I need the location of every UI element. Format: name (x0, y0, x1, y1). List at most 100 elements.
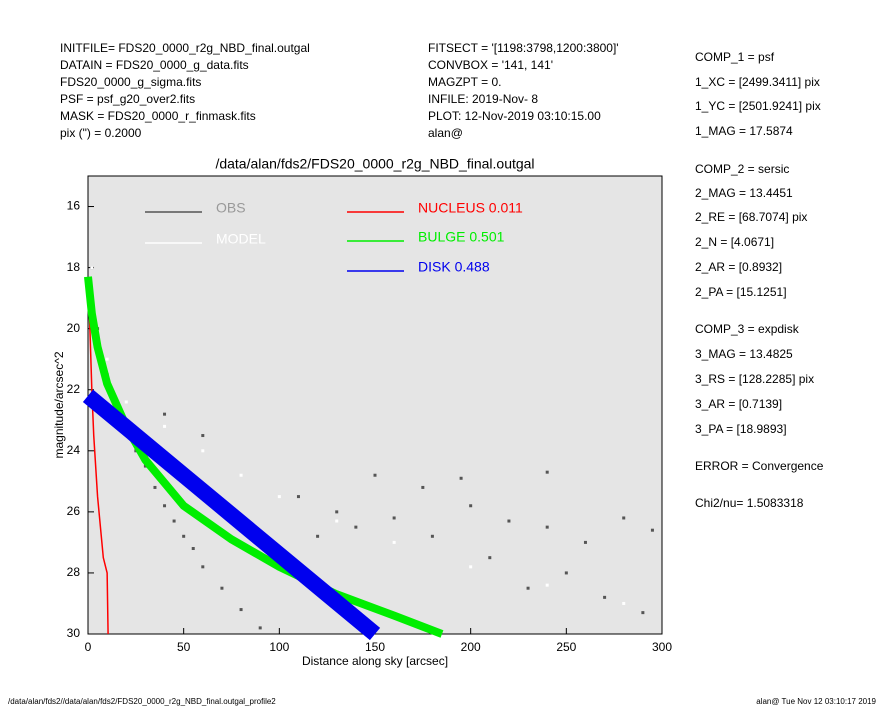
param-line: 1_XC = [2499.3411] pix (695, 75, 820, 89)
x-tick-label: 0 (85, 640, 92, 654)
param-line: 2_AR = [0.8932] (695, 260, 782, 274)
data-point (220, 586, 224, 590)
plot-area (87, 175, 663, 635)
header-left-line: DATAIN = FDS20_0000_g_data.fits (60, 58, 249, 72)
data-point (172, 519, 176, 523)
data-point (545, 525, 549, 529)
param-line: Chi2/nu= 1.5083318 (695, 496, 804, 510)
param-line: COMP_2 = sersic (695, 162, 789, 176)
param-line: COMP_3 = expdisk (695, 322, 800, 336)
param-line: 3_PA = [18.9893] (695, 422, 787, 436)
legend-label: MODEL (216, 231, 266, 247)
data-point (564, 571, 568, 575)
data-point (201, 565, 205, 569)
data-point (373, 473, 377, 477)
data-point (622, 601, 626, 605)
data-point (105, 357, 109, 361)
x-tick-label: 250 (556, 640, 576, 654)
data-point (469, 565, 473, 569)
data-point (163, 424, 167, 428)
data-point (153, 485, 157, 489)
data-point (182, 534, 186, 538)
x-tick-label: 100 (269, 640, 289, 654)
data-point (296, 495, 300, 499)
data-point (354, 525, 358, 529)
data-point (124, 400, 128, 404)
header-middle-line: MAGZPT = 0. (428, 75, 501, 89)
data-point (469, 504, 473, 508)
legend-label: NUCLEUS 0.011 (418, 200, 523, 216)
data-point (545, 470, 549, 474)
x-tick-label: 50 (177, 640, 191, 654)
x-tick-label: 200 (461, 640, 481, 654)
data-point (488, 556, 492, 560)
footer-left: /data/alan/fds2//data/alan/fds2/FDS20_00… (8, 697, 276, 706)
data-point (201, 449, 205, 453)
data-point (430, 534, 434, 538)
param-line: 3_AR = [0.7139] (695, 397, 782, 411)
data-point (622, 516, 626, 520)
data-point (583, 540, 587, 544)
header-left-line: PSF = psf_g20_over2.fits (60, 92, 195, 106)
header-left-line: pix (") = 0.2000 (60, 126, 142, 140)
y-tick-label: 24 (67, 443, 81, 457)
param-line: 2_N = [4.0671] (695, 235, 774, 249)
data-point (163, 412, 167, 416)
x-tick-label: 300 (652, 640, 672, 654)
data-point (316, 534, 320, 538)
series-line (82, 389, 381, 641)
header-middle-line: alan@ (428, 126, 463, 140)
data-point (603, 595, 607, 599)
data-point (335, 519, 339, 523)
footer-right: alan@ Tue Nov 12 03:10:17 2019 (756, 697, 876, 706)
y-tick-label: 22 (67, 382, 81, 396)
x-axis-label: Distance along sky [arcsec] (302, 654, 448, 668)
header-middle-line: FITSECT = '[1198:3798,1200:3800]' (428, 41, 619, 55)
data-point (201, 434, 205, 438)
series-line (84, 276, 444, 638)
y-tick-label: 20 (67, 321, 81, 335)
param-line: 1_MAG = 17.5874 (695, 124, 793, 138)
header-middle-line: PLOT: 12-Nov-2019 03:10:15.00 (428, 109, 601, 123)
data-point (392, 540, 396, 544)
data-point (163, 504, 167, 508)
data-point (650, 528, 654, 532)
legend-label: DISK 0.488 (418, 259, 490, 275)
x-tick-label: 150 (365, 640, 385, 654)
data-point (239, 473, 243, 477)
y-tick-label: 26 (67, 504, 81, 518)
param-line: 2_RE = [68.7074] pix (695, 210, 807, 224)
header-left-line: MASK = FDS20_0000_r_finmask.fits (60, 109, 256, 123)
y-tick-label: 16 (67, 199, 81, 213)
header-middle-line: INFILE: 2019-Nov- 8 (428, 92, 538, 106)
header-middle-line: CONVBOX = '141, 141' (428, 58, 553, 72)
param-line: 1_YC = [2501.9241] pix (695, 99, 821, 113)
data-point (277, 495, 281, 499)
param-line: 3_MAG = 13.4825 (695, 347, 793, 361)
data-point (392, 516, 396, 520)
param-line: COMP_1 = psf (695, 50, 775, 64)
series-line (87, 282, 109, 635)
param-line: 2_PA = [15.1251] (695, 285, 787, 299)
header-left-line: FDS20_0000_g_sigma.fits (60, 75, 201, 89)
param-line: 2_MAG = 13.4451 (695, 186, 793, 200)
data-point (239, 608, 243, 612)
y-tick-label: 18 (67, 260, 81, 274)
header-left-line: INITFILE= FDS20_0000_r2g_NBD_final.outga… (60, 41, 310, 55)
legend-label: OBS (216, 200, 246, 216)
data-point (641, 611, 645, 615)
data-point (526, 586, 530, 590)
param-line: 3_RS = [128.2285] pix (695, 372, 814, 386)
data-point (459, 476, 463, 480)
data-point (191, 547, 195, 551)
legend-label: BULGE 0.501 (418, 229, 505, 245)
param-line: ERROR = Convergence (695, 459, 824, 473)
y-tick-label: 30 (67, 626, 81, 640)
y-axis-label: magnitude/arcsec^2 (52, 351, 66, 458)
data-point (545, 583, 549, 587)
chart-title: /data/alan/fds2/FDS20_0000_r2g_NBD_final… (215, 156, 534, 172)
data-point (90, 266, 94, 270)
data-point (507, 519, 511, 523)
data-point (335, 510, 339, 514)
